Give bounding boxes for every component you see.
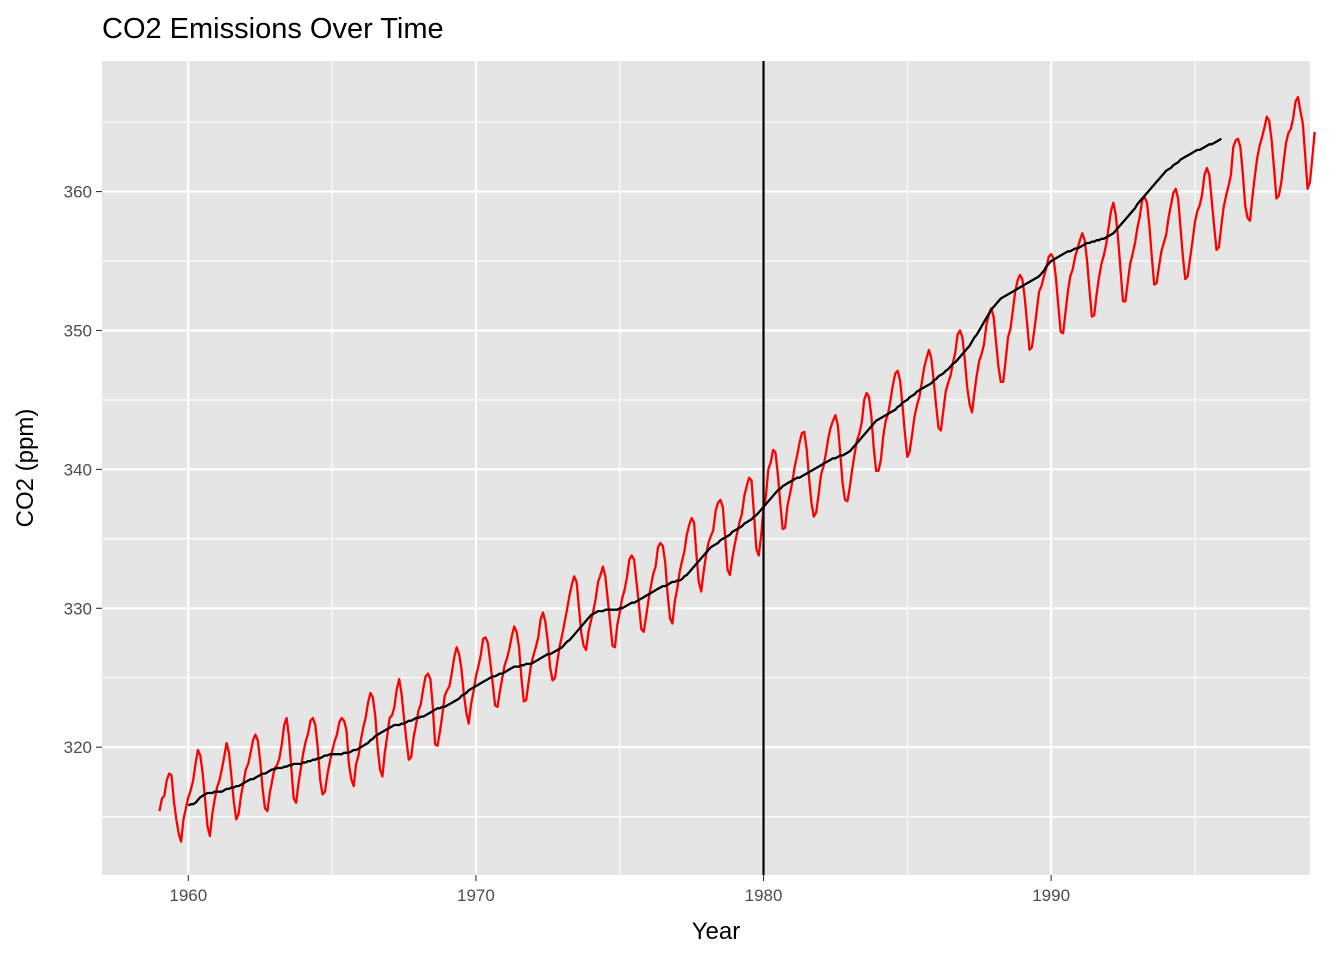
x-tick-label: 1990 [1032,886,1070,905]
x-tick-label: 1970 [457,886,495,905]
x-tick-label: 1980 [745,886,783,905]
y-axis: 320 330 340 350 360 [64,183,102,757]
x-tick-label: 1960 [169,886,207,905]
y-tick-label: 320 [64,738,92,757]
y-tick-label: 340 [64,460,92,479]
y-tick-label: 350 [64,321,92,340]
series-layer [158,95,1316,843]
monthly-co2-line [158,95,1316,843]
x-axis: 1960 1970 1980 1990 [169,875,1070,905]
y-tick-label: 330 [64,599,92,618]
plot-panel [102,61,1310,875]
trend-line [187,137,1222,807]
y-axis-title: CO2 (ppm) [12,409,39,528]
minor-gridlines [102,61,1310,875]
chart-title: CO2 Emissions Over Time [102,13,444,45]
x-axis-title: Year [692,918,741,945]
y-tick-label: 360 [64,183,92,202]
